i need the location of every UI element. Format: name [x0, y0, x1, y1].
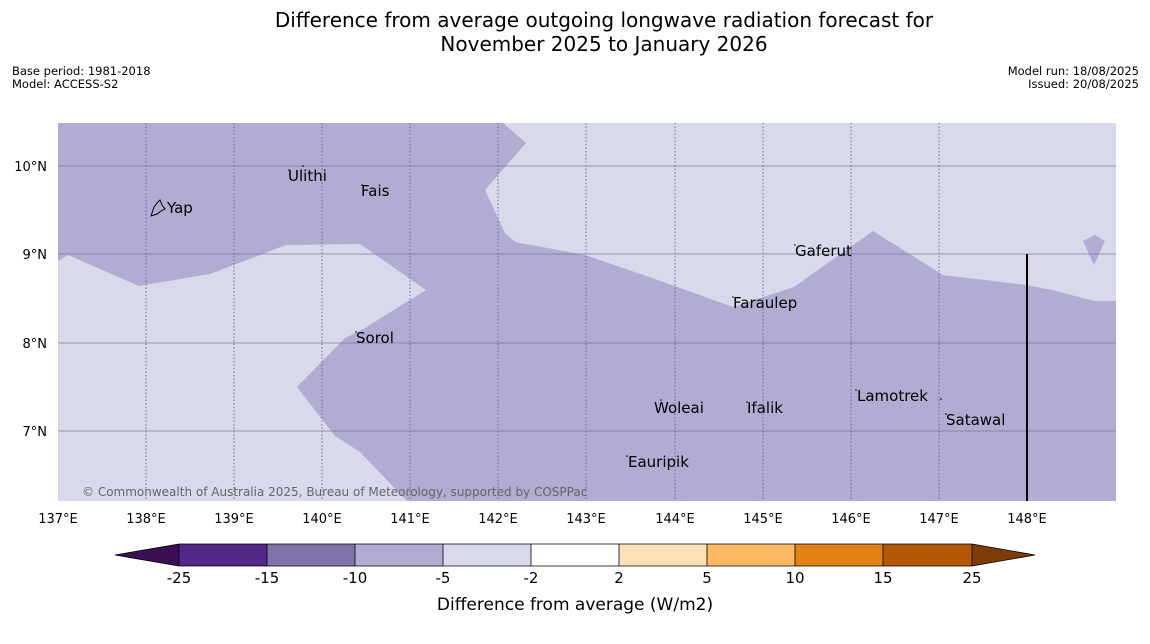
colorbar-low-extend: [115, 544, 179, 566]
lat-tick-label: 7°N: [23, 425, 48, 440]
colorbar-segment: [707, 544, 795, 566]
meta-left: Base period: 1981-2018 Model: ACCESS-S2: [12, 65, 151, 91]
colorbar: -25 -15 -10 -5 -2 2 5 10 15 25 Differenc…: [114, 543, 1036, 615]
issued-text: Issued: 20/08/2025: [1028, 77, 1139, 91]
meta-right: Model run: 18/08/2025 Issued: 20/08/2025: [1008, 65, 1139, 91]
meridians: [145, 123, 940, 501]
colorbar-label: Difference from average (W/m2): [437, 595, 713, 615]
colorbar-segment: [795, 544, 883, 566]
lon-tick-label: 145°E: [743, 512, 783, 527]
lon-tick-label: 146°E: [831, 512, 871, 527]
place-label-fais: Fais: [361, 182, 390, 200]
island-dots: [288, 165, 947, 457]
title-line-2: November 2025 to January 2026: [440, 32, 768, 56]
colorbar-tick-label: 2: [614, 569, 624, 587]
lon-tick-label: 148°E: [1007, 512, 1047, 527]
base-period-text: Base period: 1981-2018: [12, 64, 151, 78]
longitude-labels: 137°E 138°E 139°E 140°E 141°E 142°E 143°…: [38, 512, 1047, 527]
colorbar-tick-label: 15: [873, 569, 892, 587]
parallels: [58, 165, 1116, 432]
lon-tick-label: 141°E: [390, 512, 430, 527]
lon-tick-label: 144°E: [655, 512, 695, 527]
map-panel: Yap Ulithi Fais Gaferut Faraulep Sorol L…: [58, 123, 1116, 501]
colorbar-segment: [267, 544, 355, 566]
colorbar-segment: [443, 544, 531, 566]
lat-tick-label: 10°N: [14, 160, 47, 175]
place-label-eauripik: Eauripik: [628, 453, 689, 471]
lon-tick-label: 139°E: [214, 512, 254, 527]
lat-tick-label: 8°N: [23, 337, 48, 352]
place-label-woleai: Woleai: [654, 399, 704, 417]
lon-tick-label: 140°E: [302, 512, 342, 527]
title-line-1: Difference from average outgoing longwav…: [274, 8, 934, 32]
model-run-text: Model run: 18/08/2025: [1007, 64, 1139, 78]
colorbar-segment: [179, 544, 267, 566]
copyright-notice: © Commonwealth of Australia 2025, Bureau…: [82, 485, 587, 499]
place-label-yap: Yap: [166, 199, 193, 217]
colorbar-tick-label: -15: [255, 569, 280, 587]
anomaly-region-minus10-minus5: [58, 123, 1116, 501]
place-labels: Yap Ulithi Fais Gaferut Faraulep Sorol L…: [166, 167, 1005, 471]
model-text: Model: ACCESS-S2: [12, 77, 119, 91]
place-label-sorol: Sorol: [356, 329, 394, 347]
colorbar-tick-label: -2: [524, 569, 539, 587]
lon-tick-label: 147°E: [919, 512, 959, 527]
lon-tick-label: 138°E: [126, 512, 166, 527]
place-label-ifalik: Ifalik: [747, 399, 783, 417]
colorbar-tick-label: -5: [436, 569, 451, 587]
place-label-gaferut: Gaferut: [795, 242, 852, 260]
place-label-faraulep: Faraulep: [733, 294, 797, 312]
colorbar-tick-label: -10: [343, 569, 368, 587]
lon-tick-label: 143°E: [566, 512, 606, 527]
place-label-ulithi: Ulithi: [288, 167, 327, 185]
lon-tick-label: 137°E: [38, 512, 78, 527]
colorbar-tick-label: -25: [167, 569, 192, 587]
colorbar-tick-label: 25: [962, 569, 981, 587]
colorbar-segment: [883, 544, 972, 566]
colorbar-tick-label: 10: [785, 569, 804, 587]
lat-tick-label: 9°N: [23, 248, 48, 263]
anomaly-region-minus10-minus5-east: [1083, 235, 1105, 265]
colorbar-dividers: [178, 544, 973, 566]
lon-tick-label: 142°E: [478, 512, 518, 527]
colorbar-segment: [355, 544, 443, 566]
colorbar-segment: [619, 544, 707, 566]
colorbar-tick-label: 5: [702, 569, 712, 587]
latitude-labels: 10°N 9°N 8°N 7°N: [14, 160, 47, 440]
yap-island-outline: [150, 199, 166, 217]
map-title: Difference from average outgoing longwav…: [0, 8, 1150, 56]
place-label-lamotrek: Lamotrek: [857, 387, 928, 405]
colorbar-segment: [531, 544, 619, 566]
colorbar-high-extend: [972, 544, 1035, 566]
place-label-satawal: Satawal: [946, 411, 1005, 429]
